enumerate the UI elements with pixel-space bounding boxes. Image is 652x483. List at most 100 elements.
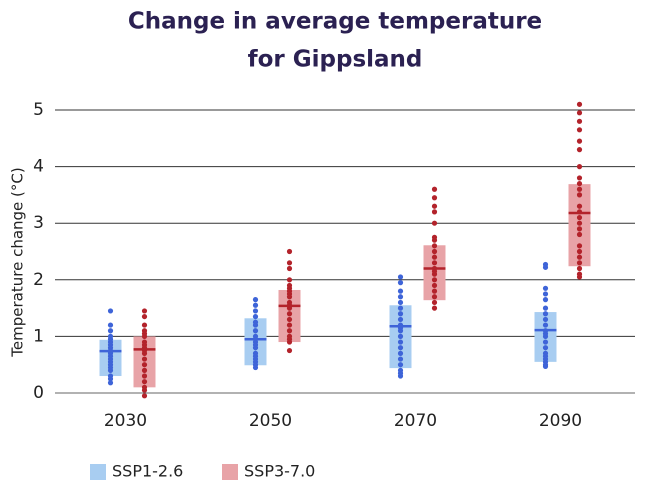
model-point bbox=[397, 299, 404, 306]
model-point bbox=[397, 311, 404, 317]
model-point bbox=[286, 294, 293, 300]
model-point bbox=[141, 356, 148, 362]
model-point bbox=[431, 299, 438, 306]
model-point bbox=[141, 379, 148, 385]
model-point bbox=[576, 226, 583, 232]
model-point bbox=[542, 339, 549, 345]
model-point bbox=[286, 248, 293, 255]
model-point bbox=[107, 367, 114, 373]
model-point bbox=[431, 220, 438, 226]
model-point bbox=[542, 311, 549, 317]
model-point bbox=[542, 264, 549, 270]
model-point bbox=[252, 345, 259, 351]
y-tick-label: 5 bbox=[33, 100, 44, 120]
model-point bbox=[286, 260, 293, 266]
y-tick-label: 0 bbox=[33, 383, 44, 403]
model-point bbox=[141, 313, 148, 320]
model-point bbox=[542, 333, 549, 339]
y-tick-label: 1 bbox=[33, 326, 44, 346]
model-point bbox=[576, 147, 583, 153]
model-point bbox=[107, 328, 114, 334]
model-point bbox=[576, 118, 583, 124]
model-point bbox=[431, 288, 438, 294]
model-point bbox=[252, 302, 259, 308]
y-tick-label: 3 bbox=[33, 213, 44, 233]
legend-label: SSP3-7.0 bbox=[244, 462, 315, 481]
model-point bbox=[576, 214, 583, 221]
model-point bbox=[397, 356, 404, 362]
model-point bbox=[431, 203, 438, 209]
model-point bbox=[397, 333, 404, 339]
model-point bbox=[576, 101, 583, 107]
model-point bbox=[397, 373, 404, 379]
model-point bbox=[397, 305, 404, 311]
model-point bbox=[542, 285, 549, 291]
model-point bbox=[397, 345, 404, 351]
model-point bbox=[107, 380, 114, 386]
model-point bbox=[252, 322, 259, 328]
model-point bbox=[542, 297, 549, 303]
model-point bbox=[542, 322, 549, 328]
model-point bbox=[576, 274, 583, 280]
model-point bbox=[286, 311, 293, 317]
model-point bbox=[286, 328, 293, 334]
model-point bbox=[431, 237, 438, 243]
model-point bbox=[286, 316, 293, 323]
model-point bbox=[252, 328, 259, 334]
model-point bbox=[576, 164, 583, 170]
legend-swatch bbox=[222, 464, 238, 480]
model-point bbox=[397, 274, 404, 280]
model-point bbox=[542, 305, 549, 311]
model-point bbox=[141, 393, 148, 399]
model-point bbox=[252, 313, 259, 320]
legend-swatch bbox=[90, 464, 106, 480]
model-point bbox=[286, 265, 293, 272]
chart-title: for Gippsland bbox=[248, 47, 423, 73]
model-point bbox=[542, 291, 549, 297]
model-point bbox=[576, 110, 583, 116]
model-point bbox=[286, 347, 293, 354]
model-point bbox=[431, 195, 438, 201]
model-point bbox=[397, 294, 404, 300]
model-point bbox=[542, 345, 549, 351]
model-point bbox=[397, 362, 404, 368]
model-point bbox=[141, 322, 148, 328]
model-point bbox=[576, 260, 583, 266]
legend-label: SSP1-2.6 bbox=[112, 462, 183, 481]
model-point bbox=[397, 339, 404, 345]
model-point bbox=[397, 288, 404, 294]
x-tick-label: 2070 bbox=[394, 411, 437, 431]
model-point bbox=[397, 350, 404, 356]
model-point bbox=[542, 363, 549, 369]
y-axis-label: Temperature change (°C) bbox=[9, 167, 27, 357]
model-point bbox=[542, 316, 549, 323]
model-point bbox=[397, 328, 404, 334]
model-point bbox=[576, 254, 583, 260]
model-point bbox=[286, 322, 293, 328]
model-point bbox=[431, 305, 438, 311]
model-point bbox=[141, 333, 148, 339]
model-point bbox=[107, 308, 114, 314]
model-point bbox=[397, 280, 404, 286]
x-tick-label: 2090 bbox=[539, 411, 582, 431]
model-point bbox=[576, 127, 583, 133]
chart-title: Change in average temperature bbox=[128, 9, 542, 35]
model-point bbox=[431, 260, 438, 266]
model-point bbox=[431, 186, 438, 192]
model-point bbox=[252, 308, 259, 314]
model-point bbox=[576, 265, 583, 272]
model-point bbox=[576, 248, 583, 255]
model-point bbox=[576, 175, 583, 181]
model-point bbox=[252, 364, 259, 371]
model-point bbox=[397, 316, 404, 323]
y-tick-label: 4 bbox=[33, 157, 44, 177]
model-point bbox=[576, 192, 583, 198]
x-tick-label: 2030 bbox=[104, 411, 147, 431]
model-point bbox=[141, 350, 148, 356]
model-point bbox=[576, 180, 583, 187]
model-point bbox=[576, 243, 583, 249]
model-point bbox=[107, 322, 114, 328]
model-point bbox=[431, 243, 438, 249]
model-point bbox=[286, 339, 293, 345]
model-point bbox=[576, 231, 583, 238]
